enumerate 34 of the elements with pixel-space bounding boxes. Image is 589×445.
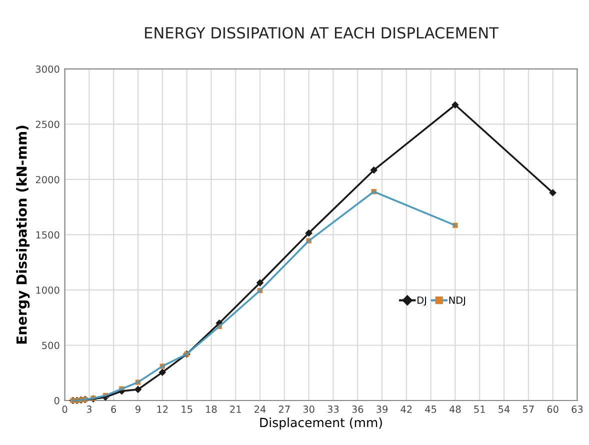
x-tick-label: 6	[111, 406, 116, 413]
x-tick-label: 21	[230, 406, 241, 413]
x-tick-label: 48	[450, 406, 461, 413]
y-tick-label: 2500	[36, 120, 60, 128]
x-tick-label: 42	[400, 406, 412, 413]
x-tick-label: 63	[572, 406, 583, 413]
x-tick-label: 12	[157, 406, 168, 413]
y-tick-label: 1500	[36, 231, 60, 239]
x-tick-label: 15	[182, 406, 192, 413]
y-tick-label: 500	[42, 342, 60, 350]
x-tick-label: 18	[206, 406, 217, 413]
x-tick-label: 39	[376, 406, 388, 413]
x-tick-label: 60	[547, 406, 558, 413]
x-tick-label: 33	[328, 406, 339, 413]
legend-label: NDJ	[449, 296, 466, 306]
x-tick-label: 45	[425, 406, 436, 413]
x-tick-label: 30	[303, 406, 314, 413]
y-tick-label: 0	[54, 396, 60, 404]
x-tick-label: 0	[62, 406, 68, 413]
x-tick-label: 36	[352, 406, 364, 413]
legend-label: DJ	[418, 296, 426, 306]
x-axis-title: Displacement (mm)	[260, 418, 382, 430]
x-tick-label: 24	[254, 406, 266, 413]
x-tick-label: 9	[136, 406, 140, 413]
y-axis-title: Energy Dissipation (kN-mm)	[16, 126, 30, 344]
y-tick-label: 1000	[36, 286, 60, 294]
y-tick-label: 3000	[36, 65, 60, 73]
x-tick-label: 51	[474, 406, 485, 413]
x-tick-label: 27	[278, 406, 290, 413]
x-tick-label: 57	[522, 406, 534, 413]
x-tick-label: 3	[86, 406, 92, 413]
y-tick-label: 2000	[36, 176, 60, 184]
chart-title: ENERGY DISSIPATION AT EACH DISPLACEMENT	[145, 27, 498, 39]
x-tick-label: 54	[498, 406, 510, 413]
